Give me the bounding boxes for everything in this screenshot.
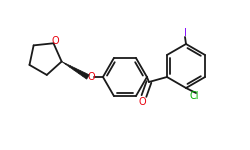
Text: O: O [52, 36, 59, 46]
Text: I: I [184, 28, 186, 38]
Text: O: O [87, 72, 95, 82]
Text: Cl: Cl [189, 91, 199, 101]
Polygon shape [62, 61, 89, 79]
Text: O: O [138, 97, 146, 107]
